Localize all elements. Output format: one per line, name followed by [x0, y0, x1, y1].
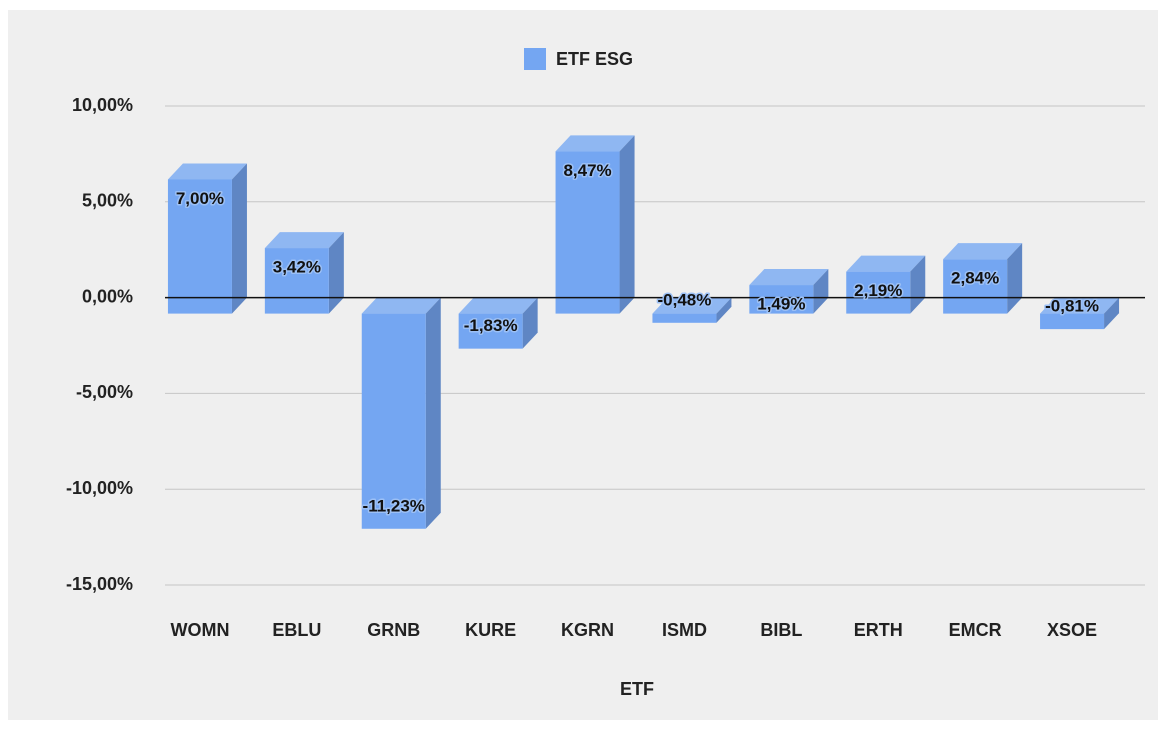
value-label: -0,81% [1045, 297, 1099, 316]
x-tick-label: ERTH [854, 620, 903, 640]
value-label: 1,49% [757, 295, 805, 314]
y-tick-label: 10,00% [72, 95, 133, 115]
bar-side [425, 297, 441, 529]
bar-top [652, 297, 732, 314]
bar-top [555, 135, 635, 152]
bar-side [328, 232, 344, 314]
bar-side [1104, 297, 1120, 330]
bar-top [846, 255, 926, 272]
bar-top [264, 232, 344, 249]
bar [652, 313, 717, 323]
bar [361, 313, 426, 529]
y-tick-label: 5,00% [82, 191, 133, 211]
bar-side [522, 297, 538, 349]
bar [943, 259, 1008, 314]
bar [846, 271, 911, 314]
x-tick-label: EMCR [949, 620, 1002, 640]
bar-top [167, 163, 247, 180]
bar-side [813, 269, 829, 314]
y-tick-label: -5,00% [76, 382, 133, 402]
bar-top [361, 297, 441, 314]
y-tick-label: -10,00% [66, 478, 133, 498]
value-label: 2,84% [951, 269, 999, 288]
x-tick-label: XSOE [1047, 620, 1097, 640]
bar [458, 313, 523, 349]
value-label: 2,19% [854, 281, 902, 300]
bar [264, 248, 329, 314]
value-label: 8,47% [563, 161, 611, 180]
y-tick-label: -15,00% [66, 574, 133, 594]
bar-side [619, 135, 635, 314]
value-label: -0,48% [658, 290, 712, 309]
bar [749, 285, 814, 314]
x-axis-title: ETF [620, 679, 654, 699]
bar [167, 179, 232, 314]
value-label: -11,23% [363, 496, 425, 515]
x-tick-label: EBLU [272, 620, 321, 640]
legend-swatch [524, 48, 546, 70]
x-tick-label: GRNB [367, 620, 420, 640]
chart-background [8, 10, 1158, 720]
x-tick-label: KGRN [561, 620, 614, 640]
x-tick-label: BIBL [760, 620, 802, 640]
value-label: -1,83% [464, 316, 518, 335]
bar-top [1040, 297, 1120, 314]
bar-side [231, 163, 247, 314]
legend-label: ETF ESG [556, 49, 633, 69]
value-label: 3,42% [273, 258, 321, 277]
bar-top [458, 297, 538, 314]
bar [1040, 313, 1105, 330]
bar-side [1007, 243, 1023, 314]
bar-side [910, 255, 926, 314]
bar-side [716, 297, 732, 323]
bar-top [749, 269, 829, 286]
y-tick-label: 0,00% [82, 286, 133, 306]
x-tick-label: WOMN [170, 620, 229, 640]
value-label: 7,00% [176, 189, 224, 208]
bar [555, 151, 620, 314]
x-tick-label: KURE [465, 620, 516, 640]
x-tick-label: ISMD [662, 620, 707, 640]
bar-top [943, 243, 1023, 260]
